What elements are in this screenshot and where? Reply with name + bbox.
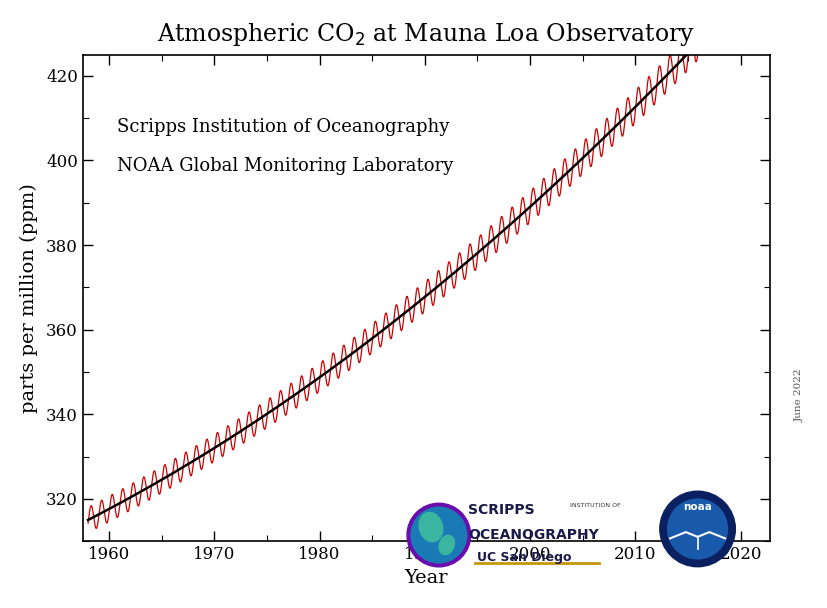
Text: Scripps Institution of Oceanography: Scripps Institution of Oceanography [117,118,449,136]
Circle shape [407,503,470,567]
Text: OCEANOGRAPHY: OCEANOGRAPHY [467,528,598,542]
Circle shape [667,499,727,559]
Text: June 2022: June 2022 [794,368,802,422]
Y-axis label: parts per million (ppm): parts per million (ppm) [20,183,38,413]
Text: SCRIPPS: SCRIPPS [467,503,533,517]
Title: Atmospheric CO$_2$ at Mauna Loa Observatory: Atmospheric CO$_2$ at Mauna Loa Observat… [157,21,695,48]
Text: UC San Diego: UC San Diego [476,551,571,564]
X-axis label: Year: Year [404,568,447,587]
Text: noaa: noaa [682,502,711,512]
Text: NOAA Global Monitoring Laboratory: NOAA Global Monitoring Laboratory [117,157,453,175]
Circle shape [659,491,734,567]
Ellipse shape [438,535,454,554]
Circle shape [410,507,466,563]
Ellipse shape [418,513,442,542]
Text: INSTITUTION OF: INSTITUTION OF [569,503,619,508]
